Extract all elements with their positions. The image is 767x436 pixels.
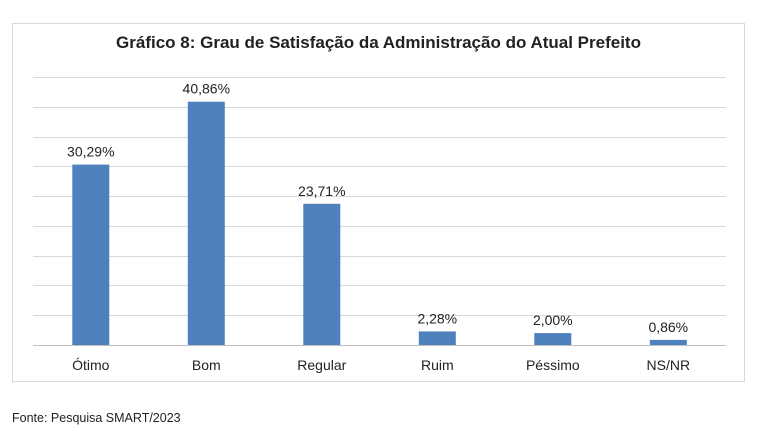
data-label-1: 40,86%: [183, 81, 230, 97]
bar-1: [187, 101, 225, 345]
bar-2: [303, 203, 341, 345]
data-label-0: 30,29%: [67, 144, 114, 160]
bar-0: [72, 164, 110, 345]
data-label-5: 0,86%: [648, 319, 688, 335]
source-note: Fonte: Pesquisa SMART/2023: [12, 411, 181, 425]
x-tick-label-5: NS/NR: [647, 357, 691, 373]
x-tick-label-3: Ruim: [421, 357, 454, 373]
bar-4: [534, 333, 572, 345]
data-label-3: 2,28%: [417, 310, 457, 326]
x-tick-label-0: Ótimo: [72, 357, 110, 373]
bar-3: [418, 331, 456, 345]
x-tick-label-4: Péssimo: [526, 357, 580, 373]
x-tick-label-1: Bom: [192, 357, 221, 373]
bar-5: [649, 339, 687, 345]
data-label-4: 2,00%: [533, 312, 573, 328]
data-label-2: 23,71%: [298, 183, 345, 199]
bar-chart: 30,29% Ótimo 40,86% Bom 23,71% Regular 2,28% Ru…: [33, 77, 726, 373]
chart-frame: Gráfico 8: Grau de Satisfação da Adminis…: [12, 23, 745, 382]
chart-title: Gráfico 8: Grau de Satisfação da Adminis…: [116, 33, 641, 52]
x-tick-label-2: Regular: [297, 357, 346, 373]
